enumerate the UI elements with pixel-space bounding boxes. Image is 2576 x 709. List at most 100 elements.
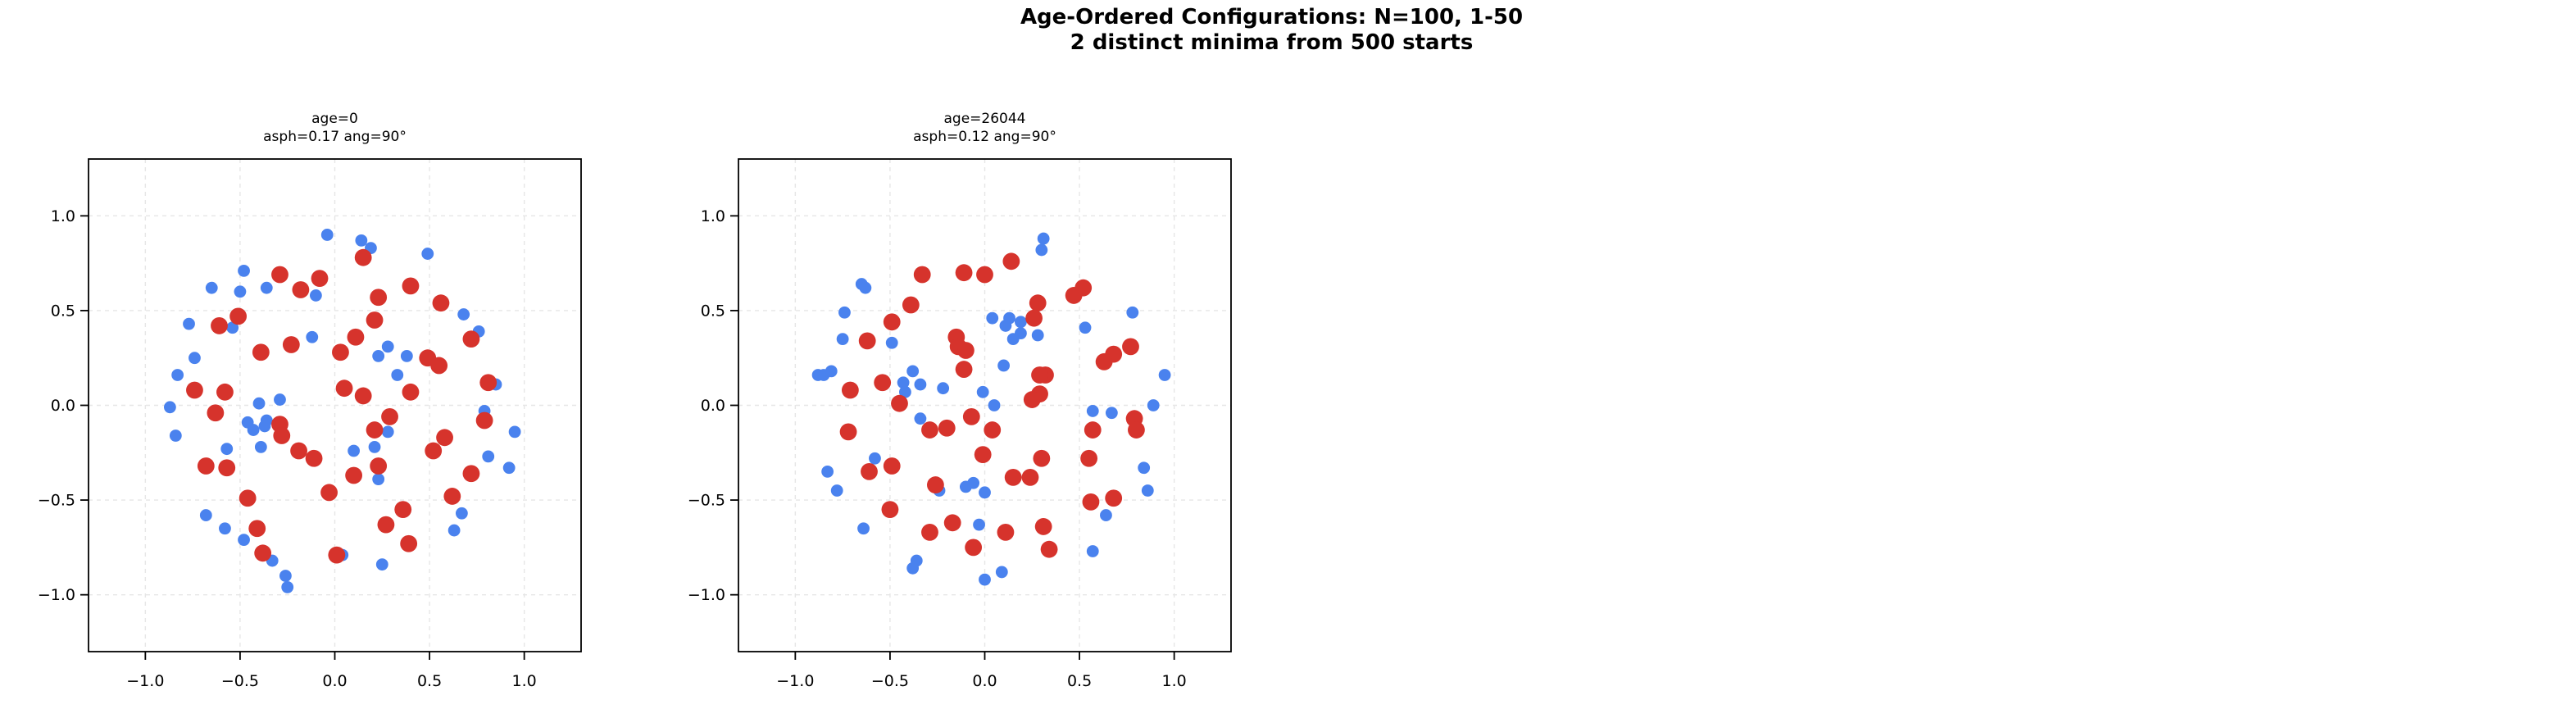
scatter-point [899,385,911,398]
scatter-point [861,463,878,480]
scatter-point [965,539,983,557]
scatter-point [1033,449,1051,467]
scatter-point [927,476,944,493]
scatter-point [1031,329,1044,342]
scatter-point [986,311,999,325]
scatter-point [290,442,307,460]
scatter-point [1065,287,1083,304]
scatter-point [955,361,973,378]
scatter-point [1035,243,1048,257]
scatter-point [906,561,920,575]
scatter-point [1025,309,1043,327]
x-tick-label: −1.0 [126,672,164,690]
scatter-point [1029,294,1047,312]
y-tick-label: −0.5 [688,492,725,510]
scatter-point [1006,333,1020,345]
scatter-point [1023,391,1041,408]
scatter-point [1031,366,1048,384]
scatter-point [234,285,247,298]
scatter-point [430,357,448,375]
scatter-point [400,534,418,552]
scatter-point [479,374,497,392]
scatter-point [1141,484,1154,497]
scatter-point [1138,461,1151,475]
scatter-point [247,424,260,436]
scatter-point [216,383,234,401]
x-tick-label: 0.5 [1067,672,1092,690]
scatter-point [443,488,461,505]
scatter-point [309,289,322,302]
scatter-point [995,566,1008,579]
scatter-point [292,281,310,298]
subplot-1-title-line2: asph=0.17 ang=90° [263,129,407,145]
scatter-point [402,383,420,401]
scatter-point [1084,421,1102,439]
scatter-point [171,369,184,381]
scatter-point [883,457,901,475]
scatter-point [306,330,319,343]
scatter-point [906,365,920,378]
scatter-point [332,343,349,361]
scatter-point [254,544,272,562]
scatter-point [345,466,363,484]
scatter-point [955,264,973,282]
scatter-point [335,379,353,398]
scatter-point [1002,252,1020,270]
scatter-point [305,449,323,467]
scatter-point [448,524,461,537]
subplot-2-title-line1: age=26044 [943,111,1026,127]
scatter-point [252,343,270,361]
scatter-point [207,404,225,422]
scatter-point [1126,306,1139,319]
scatter-point [1037,232,1050,245]
scatter-point [973,518,985,531]
scatter-point [366,421,384,439]
scatter-point [921,523,938,541]
x-tick-label: 1.0 [1162,672,1187,690]
scatter-point [1080,449,1098,467]
scatter-point [366,311,384,329]
scatter-point [205,281,218,294]
scatter-point [1086,545,1099,557]
scatter-point [370,457,388,475]
scatter-point [320,484,338,502]
scatter-point [897,376,910,389]
scatter-point [997,523,1015,541]
scatter-point [914,378,927,391]
x-tick-label: 0.0 [322,672,347,690]
scatter-point [432,294,450,312]
scatter-point [1086,405,1099,417]
scatter-point [381,407,398,425]
scatter-point [229,307,248,325]
scatter-point [281,581,294,593]
scatter-point [455,507,468,520]
scatter-point [347,328,365,346]
scatter-point [219,522,231,535]
scatter-point [1158,369,1171,381]
scatter-point [1082,493,1100,511]
y-tick-label: 0.5 [701,302,725,320]
x-tick-label: 1.0 [512,672,537,690]
scatter-point [999,320,1012,332]
subplot-2-axes: −1.0 −0.5 0.0 0.5 1.0 1.0 0.5 0.0 −0.5 −1.0 [688,158,1232,690]
subplot-2-title: age=26044 asph=0.12 ang=90° [738,110,1231,146]
scatter-point [372,350,385,362]
scatter-point [421,248,434,260]
series-blue-points [811,232,1171,586]
scatter-point [891,394,908,412]
x-tick-label: 0.0 [972,672,997,690]
scatter-point [874,374,892,392]
x-tick-label: −0.5 [221,672,259,690]
scatter-point [859,281,872,294]
scatter-point [199,509,212,521]
scatter-point [869,452,881,465]
subplot-2-title-line2: asph=0.12 ang=90° [913,129,1056,145]
y-tick-label: 1.0 [51,207,75,225]
scatter-point [1105,407,1118,420]
series-blue-points [163,229,521,593]
scatter-point [821,466,834,478]
scatter-point [368,440,381,453]
scatter-point [1015,316,1027,329]
scatter-point [1040,540,1058,558]
scatter-point [381,340,394,353]
